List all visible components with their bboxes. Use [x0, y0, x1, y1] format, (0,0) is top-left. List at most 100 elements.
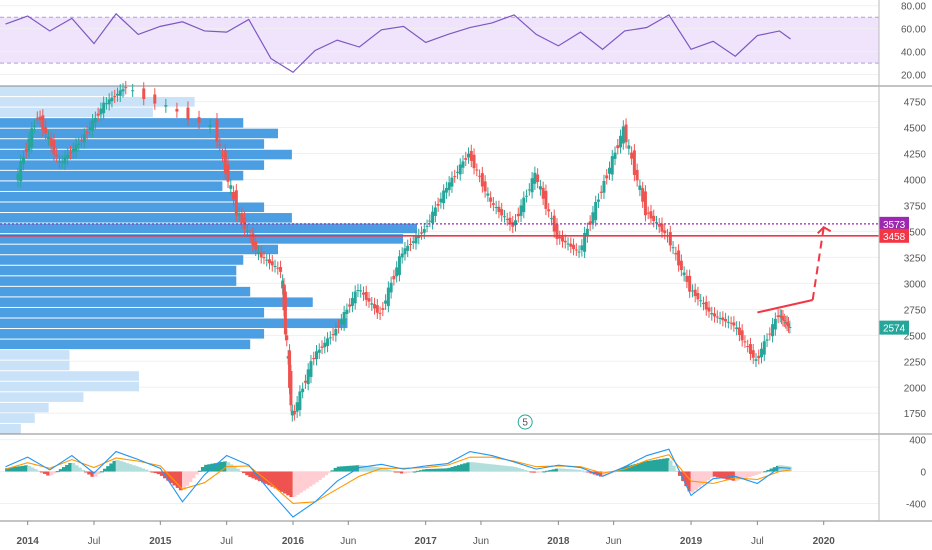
price-candle — [596, 199, 600, 202]
macd-histogram-bar — [11, 467, 16, 472]
price-candle — [21, 157, 25, 165]
price-candle — [292, 410, 296, 415]
volume-profile-bar — [0, 191, 237, 202]
macd-histogram-bar — [693, 471, 698, 491]
price-candle — [118, 90, 122, 96]
x-tick-label: 2018 — [547, 536, 570, 547]
price-candle — [674, 252, 678, 255]
macd-panel: 400 0 -400 — [0, 436, 926, 518]
volume-profile-bar — [0, 423, 21, 434]
macd-histogram-bar — [415, 470, 420, 472]
macd-histogram-bar — [65, 465, 70, 472]
price-candle — [164, 105, 168, 107]
price-candle — [547, 209, 551, 212]
price-candle — [19, 160, 23, 182]
macd-histogram-bar — [576, 469, 581, 472]
price-candle — [422, 229, 426, 233]
macd-histogram-bar — [71, 463, 76, 472]
price-candle — [472, 154, 476, 169]
macd-histogram-bar — [216, 462, 221, 472]
price-candle — [367, 298, 371, 302]
volume-profile-bar — [0, 371, 139, 381]
price-candle — [497, 206, 501, 213]
event-marker-label: 5 — [522, 418, 528, 429]
macd-histogram-bar — [677, 471, 682, 476]
price-candle — [334, 329, 338, 336]
price-candle — [226, 164, 230, 182]
volume-profile-bar — [0, 160, 265, 170]
y-tick-label: 4000 — [904, 175, 927, 186]
price-candle — [350, 298, 354, 306]
price-candle — [115, 93, 119, 96]
price-candle — [732, 322, 736, 326]
macd-histogram-bar — [77, 467, 82, 472]
price-candle — [715, 316, 719, 318]
macd-histogram-bar — [248, 471, 253, 477]
macd-histogram-bar — [441, 468, 446, 472]
macd-histogram-bar — [384, 468, 389, 472]
macd-histogram-bar — [339, 466, 344, 472]
macd-histogram-bar — [741, 471, 746, 479]
macd-histogram-bar — [466, 462, 471, 472]
price-candle — [285, 335, 289, 341]
macd-histogram-bar — [760, 471, 765, 473]
price-candle — [671, 247, 675, 249]
price-candle — [436, 203, 440, 206]
macd-histogram-bar — [472, 462, 477, 472]
macd-histogram-bar — [87, 471, 92, 475]
price-candle — [572, 244, 576, 250]
price-candle — [353, 291, 357, 304]
macd-histogram-bar — [734, 471, 739, 481]
price-candle — [591, 212, 595, 223]
y-tick-label: 2750 — [904, 305, 927, 316]
y-tick-label: 2500 — [904, 331, 927, 342]
price-candle — [186, 107, 190, 120]
macd-histogram-bar — [747, 471, 752, 477]
price-candle — [713, 313, 717, 317]
macd-histogram-bar — [393, 471, 398, 473]
price-candle — [52, 140, 56, 155]
y-tick-label: 3250 — [904, 253, 927, 264]
time-axis: 2014 Jul 2015 Jul 2016 Jun 2017 Jun 2018 Jun 2019 J… — [17, 521, 835, 547]
y-tick-label: 3500 — [904, 227, 927, 238]
price-candle — [342, 312, 346, 325]
macd-histogram-bar — [191, 471, 196, 479]
macd-histogram-bar — [182, 471, 187, 490]
macd-histogram-bar — [305, 471, 310, 489]
price-candle — [508, 217, 512, 225]
price-candle — [77, 143, 81, 146]
volume-profile-bar — [0, 244, 278, 255]
price-candle — [660, 223, 664, 232]
price-candle — [273, 265, 277, 267]
price-candle — [359, 290, 363, 292]
macd-histogram-bar — [662, 458, 667, 472]
price-candle — [704, 301, 708, 310]
price-candle — [663, 230, 667, 234]
macd-histogram-bar — [602, 471, 607, 477]
macd-histogram-bar — [33, 469, 38, 472]
macd-histogram-bar — [311, 471, 316, 485]
price-candle — [381, 308, 385, 310]
price-candle — [303, 380, 307, 383]
macd-histogram-bar — [27, 465, 32, 472]
macd-histogram-bar — [595, 471, 600, 476]
macd-histogram-bar — [286, 471, 291, 496]
macd-histogram-bar — [570, 469, 575, 472]
price-candle — [602, 180, 606, 193]
price-candle — [408, 244, 412, 246]
price-candle — [735, 327, 739, 330]
macd-histogram-bar — [497, 465, 502, 472]
price-candle — [124, 87, 128, 89]
rsi-band — [0, 17, 879, 64]
macd-histogram-bar — [753, 471, 758, 476]
price-candle — [699, 300, 703, 302]
price-candle — [256, 251, 260, 254]
macd-histogram-bar — [425, 469, 430, 472]
price-candle — [707, 307, 711, 312]
price-candle — [458, 164, 462, 175]
volume-profile-bar — [0, 350, 70, 360]
macd-histogram-bar — [270, 471, 275, 487]
macd-histogram-bar — [640, 462, 645, 472]
macd-histogram-bar — [412, 471, 417, 473]
macd-histogram-bar — [722, 471, 727, 479]
